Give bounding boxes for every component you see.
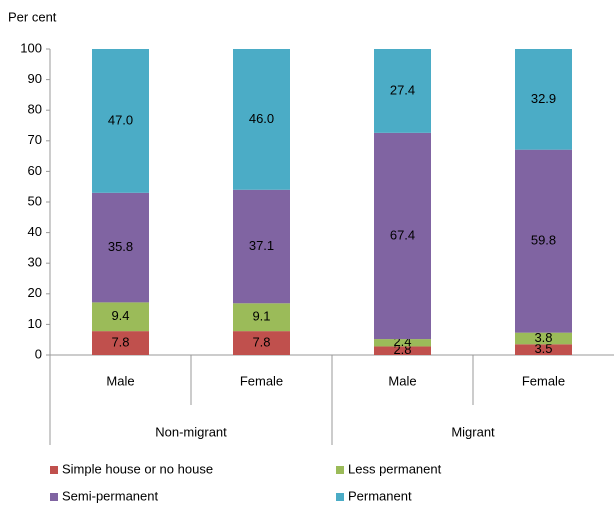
bar-segment xyxy=(515,344,572,355)
value-label: 67.4 xyxy=(390,227,415,242)
bar-segment xyxy=(515,149,572,333)
bar-segment xyxy=(233,189,290,304)
value-label: 7.8 xyxy=(252,335,270,350)
group-label: Non-migrant xyxy=(155,424,227,439)
bar-segment xyxy=(92,331,149,355)
legend-label: Less permanent xyxy=(348,461,442,476)
value-label: 7.8 xyxy=(111,335,129,350)
bar-segment xyxy=(233,331,290,355)
legend-swatch xyxy=(50,493,58,501)
value-label: 32.9 xyxy=(531,91,556,106)
group-label: Migrant xyxy=(451,424,495,439)
y-tick-label: 10 xyxy=(28,316,42,331)
bar-segment xyxy=(233,303,290,332)
y-tick-label: 90 xyxy=(28,71,42,86)
x-tick-label: Male xyxy=(388,373,416,388)
x-tick-label: Male xyxy=(106,373,134,388)
value-label: 27.4 xyxy=(390,82,415,97)
value-label: 59.8 xyxy=(531,233,556,248)
legend-swatch xyxy=(50,466,58,474)
x-tick-label: Female xyxy=(240,373,283,388)
y-tick-label: 30 xyxy=(28,255,42,270)
bar-segment xyxy=(92,49,149,193)
y-tick-label: 20 xyxy=(28,285,42,300)
legend-swatch xyxy=(336,466,344,474)
legend-label: Permanent xyxy=(348,488,412,503)
value-label: 47.0 xyxy=(108,112,133,127)
y-tick-label: 80 xyxy=(28,102,42,117)
value-label: 37.1 xyxy=(249,238,274,253)
y-tick-label: 0 xyxy=(35,346,42,361)
x-tick-label: Female xyxy=(522,373,565,388)
y-axis-label: Per cent xyxy=(8,9,57,24)
bar-segment xyxy=(374,132,431,340)
legend-swatch xyxy=(336,493,344,501)
bar-segment xyxy=(233,49,290,190)
legend-label: Simple house or no house xyxy=(62,461,213,476)
value-label: 46.0 xyxy=(249,111,274,126)
value-label: 3.8 xyxy=(534,330,552,345)
value-label: 9.4 xyxy=(111,308,129,323)
bar-segment xyxy=(374,339,431,347)
y-tick-label: 50 xyxy=(28,193,42,208)
y-tick-label: 100 xyxy=(20,40,42,55)
legend-label: Semi-permanent xyxy=(62,488,158,503)
bar-segment xyxy=(92,302,149,332)
y-tick-label: 70 xyxy=(28,132,42,147)
y-tick-label: 60 xyxy=(28,163,42,178)
value-label: 9.1 xyxy=(252,309,270,324)
value-label: 35.8 xyxy=(108,239,133,254)
bar-segment xyxy=(515,332,572,345)
bar-segment xyxy=(374,49,431,133)
bar-segment xyxy=(515,49,572,150)
y-tick-label: 40 xyxy=(28,224,42,239)
bar-segment xyxy=(374,346,431,355)
bar-segment xyxy=(92,192,149,303)
value-label: 3.5 xyxy=(534,341,552,356)
